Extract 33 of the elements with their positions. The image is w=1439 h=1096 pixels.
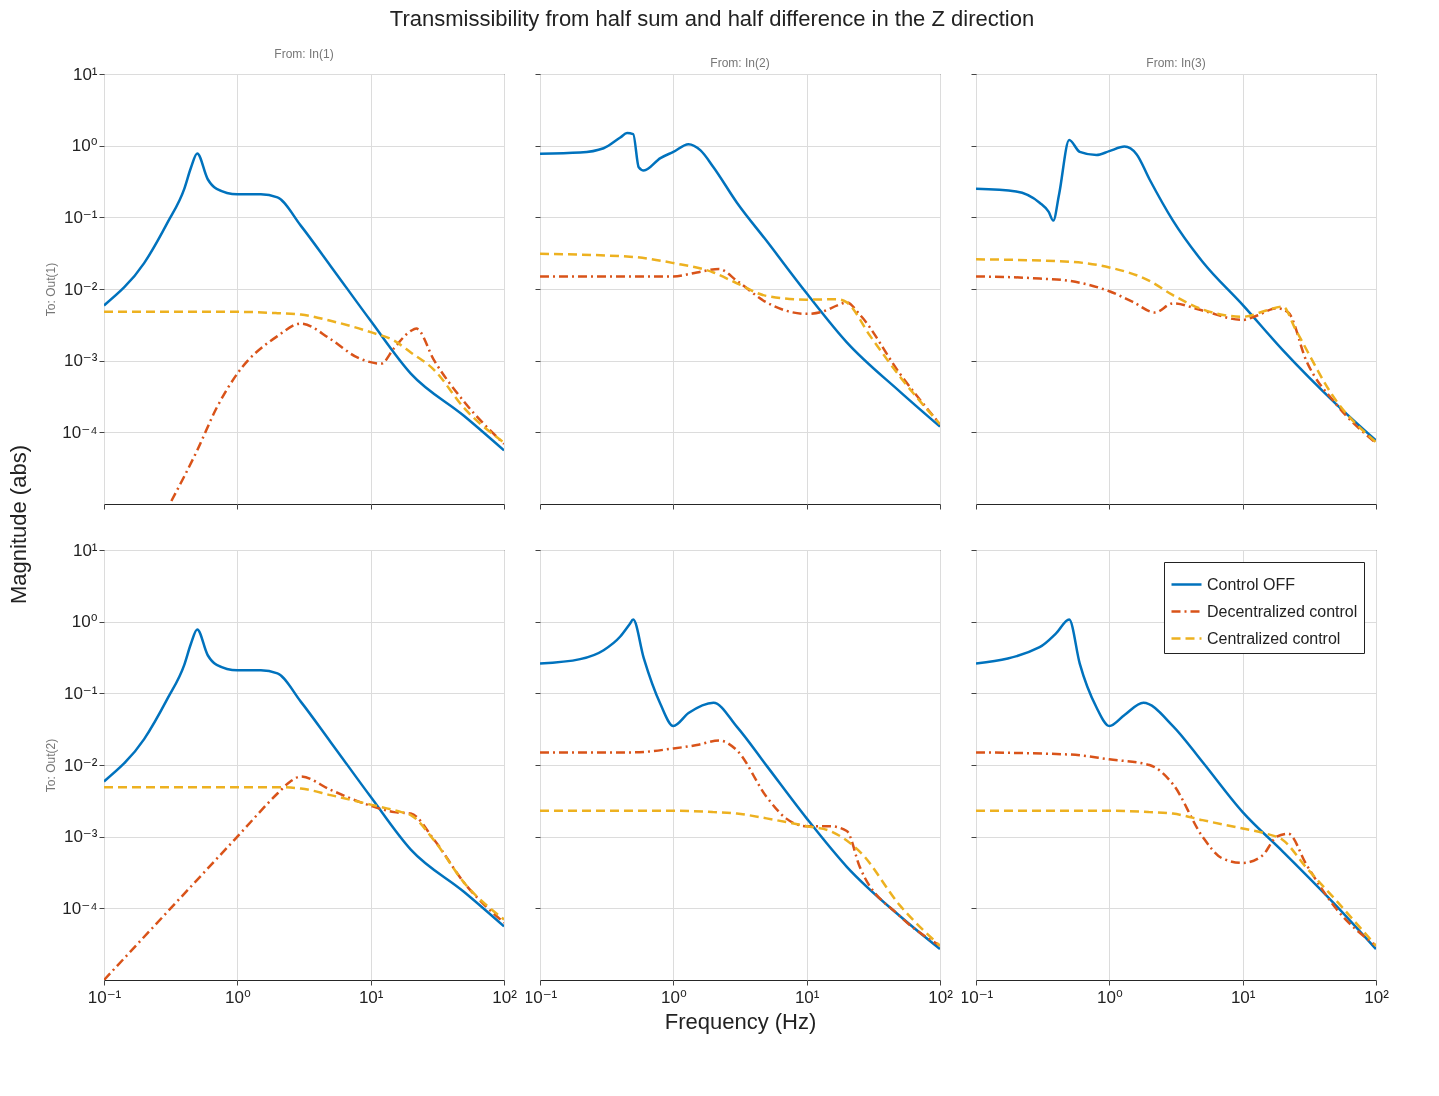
- y-tick-label: 10⁰: [71, 136, 98, 156]
- x-tick-label: 10⁰: [224, 987, 251, 1007]
- x-tick-label: 10⁰: [660, 987, 687, 1007]
- x-tick-label: 10⁰: [1096, 987, 1123, 1007]
- x-tick-label: 10¹: [358, 987, 384, 1007]
- y-tick-label: 10⁻³: [63, 351, 98, 371]
- x-tick-label: 10²: [1364, 987, 1390, 1007]
- text: Transmissibility from half sum and half difference in the Z direction: [388, 6, 1036, 32]
- x-tick-label: 10¹: [1230, 987, 1256, 1007]
- x-tick-label: 10²: [928, 987, 954, 1007]
- chart-title: From: In(1): [274, 47, 334, 61]
- x-axis-title: Frequency (Hz): [664, 1008, 817, 1034]
- x-tick-label: 10¹: [794, 987, 820, 1007]
- y-axis-title: To: Out(2): [44, 738, 59, 793]
- y-tick-label: 10⁻³: [63, 827, 98, 847]
- legend-label: Control OFF: [1207, 575, 1296, 593]
- x-tick-label: 10²: [492, 987, 518, 1007]
- chart-title: From: In(3): [1146, 55, 1206, 70]
- y-tick-label: 10¹: [72, 64, 98, 84]
- legend-label: Decentralized control: [1207, 602, 1358, 620]
- y-tick-label: 10⁻⁴: [62, 898, 98, 918]
- y-axis-title: To: Out(1): [44, 262, 59, 317]
- y-tick-label: 10⁻²: [63, 755, 98, 775]
- x-tick-label: 10⁻¹: [87, 987, 122, 1007]
- text: Magnitude (abs): [6, 444, 32, 604]
- y-tick-label: 10¹: [72, 540, 98, 560]
- y-tick-label: 10⁻²: [63, 279, 98, 299]
- y-tick-label: 10⁰: [71, 612, 98, 632]
- chart-title: From: In(2): [710, 55, 770, 70]
- y-tick-label: 10⁻¹: [63, 683, 98, 703]
- y-tick-label: 10⁻⁴: [62, 422, 98, 442]
- y-tick-label: 10⁻¹: [63, 207, 98, 227]
- legend-label: Centralized control: [1207, 629, 1341, 647]
